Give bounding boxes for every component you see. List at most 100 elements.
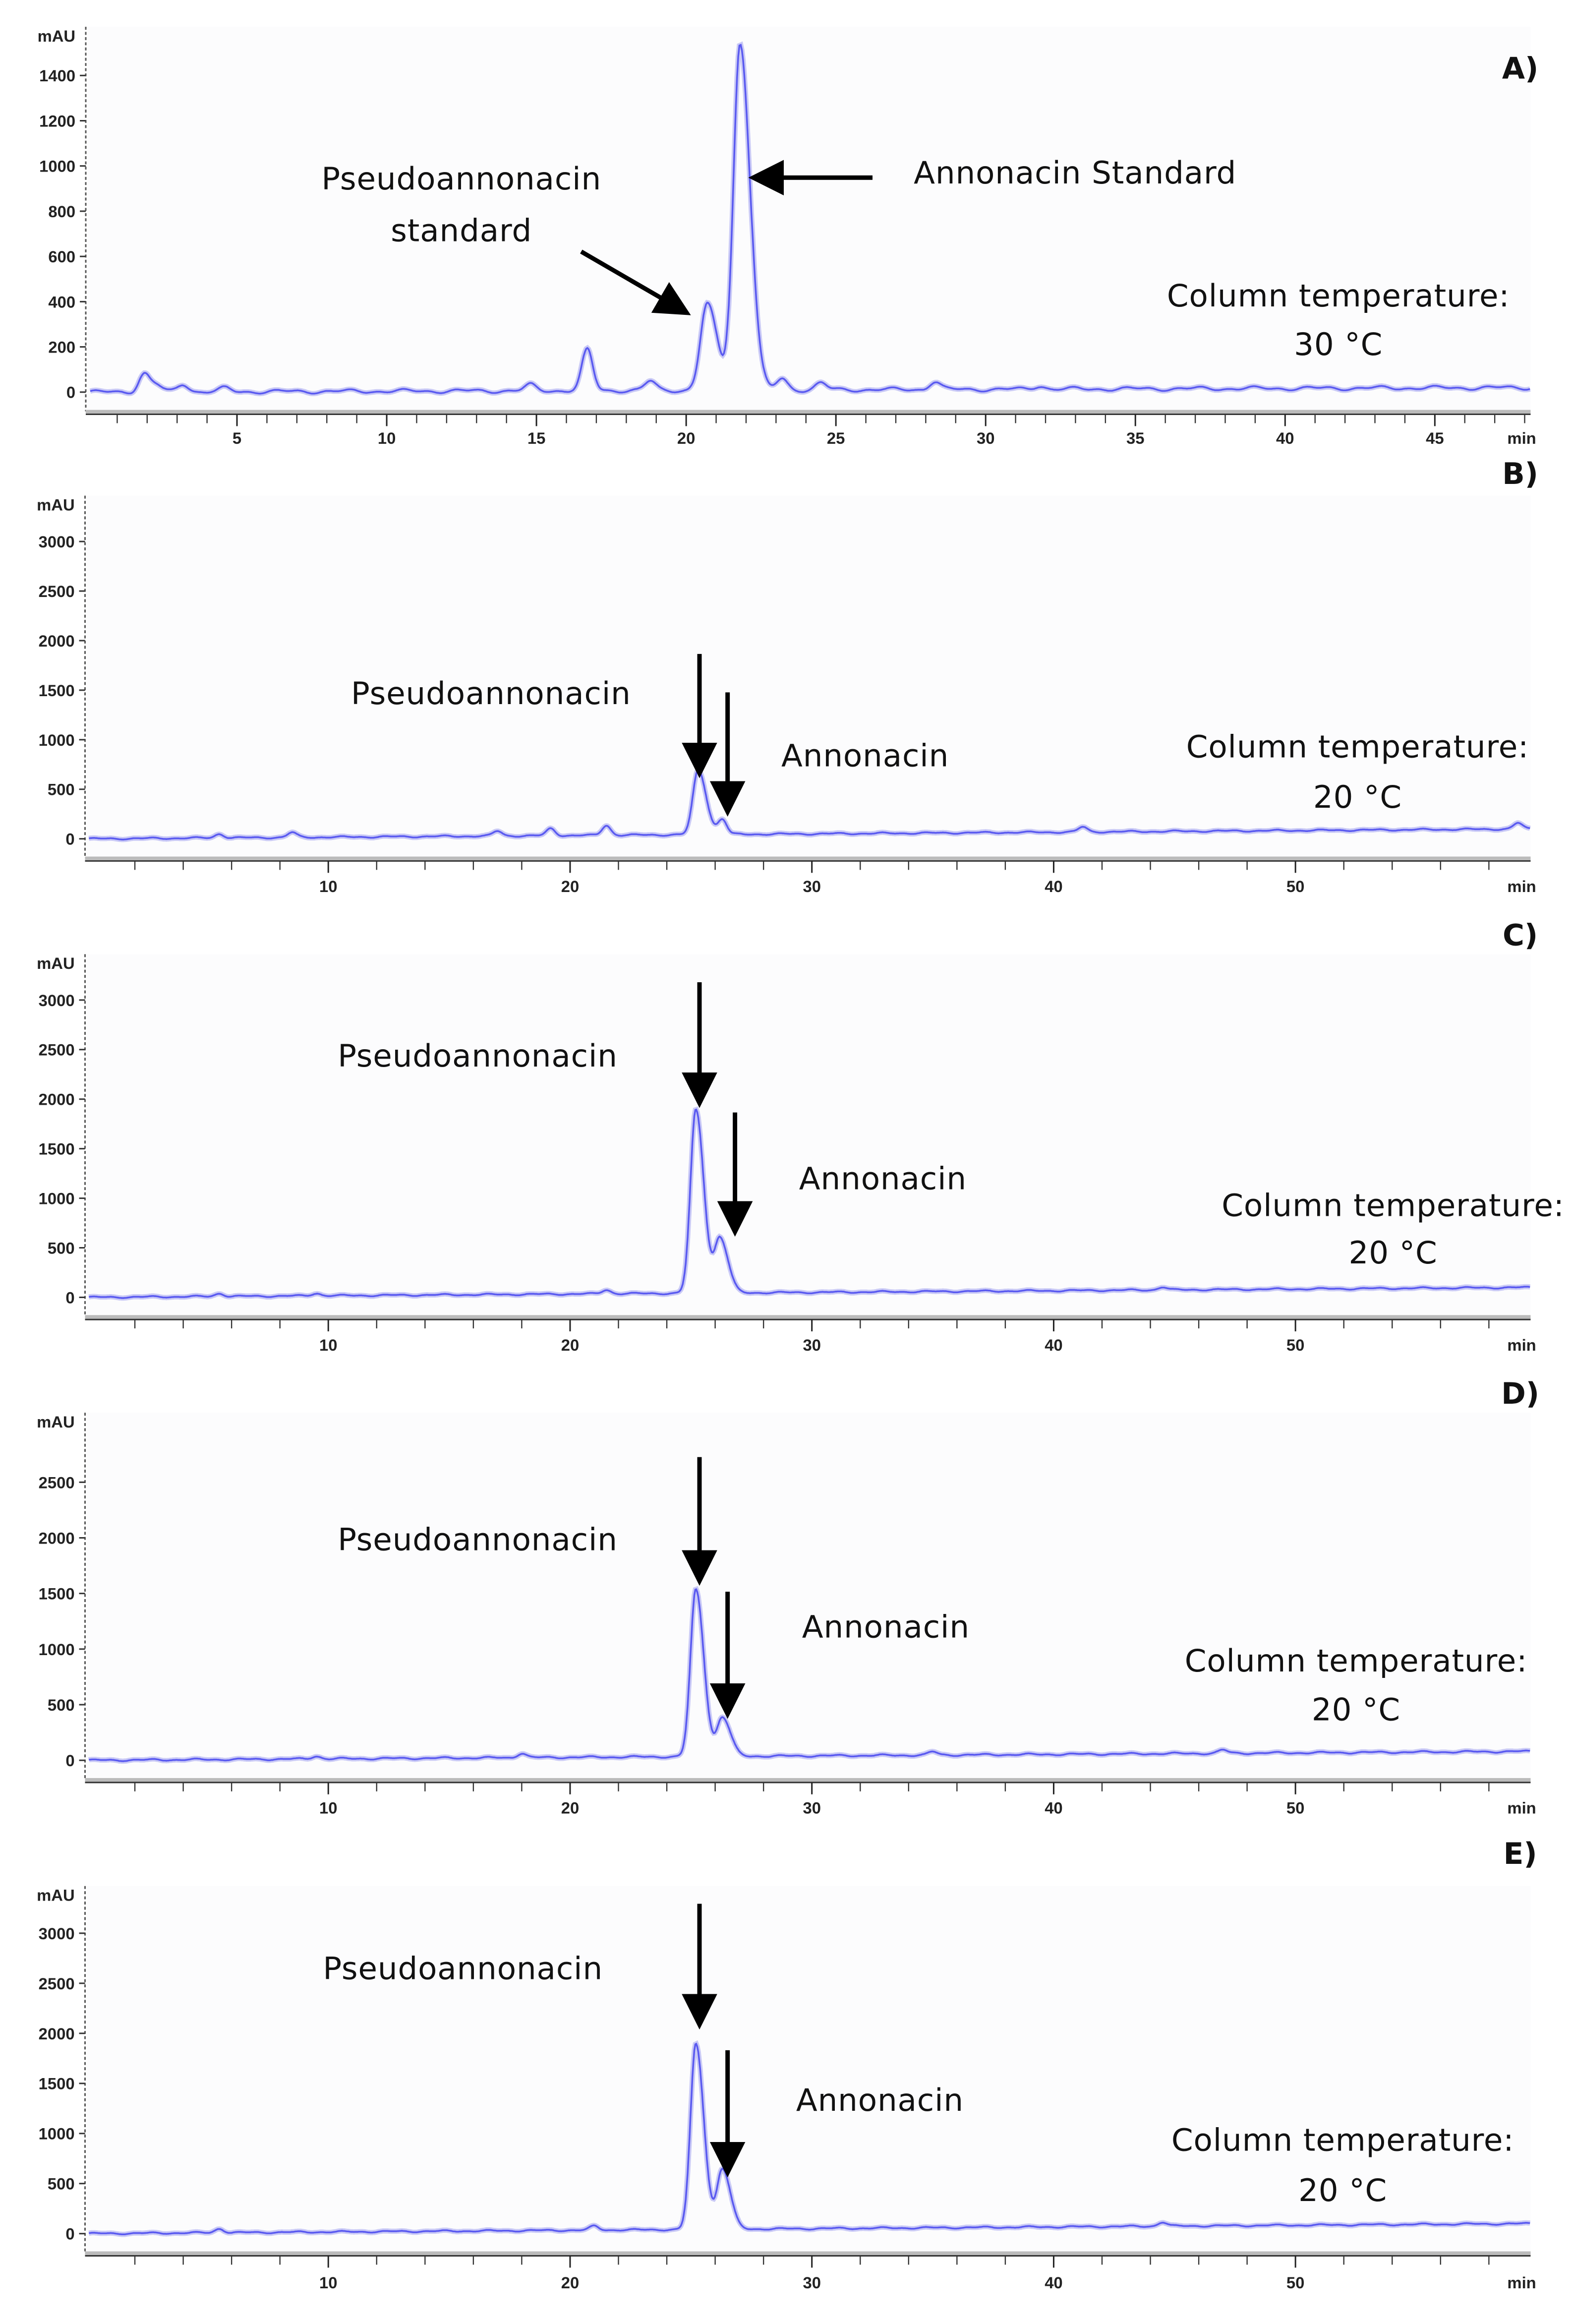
x-tick-label: 20 [561, 1336, 579, 1354]
y-tick-label: 2000 [39, 1529, 75, 1547]
chromatogram-panel-e: 10 20 30 40 50 min 0 500 1000 1500 2000 2500 3000 mAU… [37, 1837, 1537, 2292]
peak-point [739, 45, 741, 47]
y-tick-label: 500 [48, 2175, 75, 2193]
x-tick-label: 50 [1286, 1336, 1304, 1354]
column-temperature-label: Column temperature: [1185, 1643, 1527, 1679]
y-tick-label: 500 [48, 1239, 75, 1257]
peak-point [781, 380, 783, 382]
peak-point [143, 373, 145, 375]
column-temperature-label: Column temperature: [1171, 2122, 1514, 2158]
x-tick-label: 30 [803, 1799, 820, 1817]
peak-point [606, 1293, 607, 1294]
x-tick-label: 35 [1126, 429, 1144, 447]
peak-point [932, 1756, 933, 1758]
plot-area [87, 26, 1531, 412]
y-tick-label: 2500 [39, 1974, 75, 1993]
x-tick-label: 20 [561, 1799, 579, 1817]
x-tick-label: 20 [677, 429, 695, 447]
x-tick-label: 50 [1286, 2273, 1304, 2292]
x-tick-label: 40 [1045, 1336, 1062, 1354]
y-tick-label: 0 [65, 1288, 74, 1307]
peak-point [695, 1593, 697, 1594]
chromatogram-panel-d: 10 20 30 40 50 min 0 500 1000 1500 2000 2500 mAU D) Ps… [37, 1377, 1539, 1817]
x-tick-label: 40 [1276, 429, 1294, 447]
chromatogram-panel-b: 10 20 30 40 50 min 0 500 1000 1500 2000 2500 3000 mAU… [37, 457, 1538, 895]
y-tick-label: 2500 [39, 1041, 75, 1059]
x-tick-label: 5 [233, 429, 241, 447]
panel-label: D) [1501, 1377, 1539, 1411]
y-tick-label: 1500 [39, 1140, 75, 1158]
y-tick-label: 1000 [39, 2125, 75, 2143]
plot-area [86, 1886, 1531, 2253]
x-unit-label: min [1507, 429, 1536, 447]
y-tick-label: 2000 [39, 1090, 75, 1109]
panel-label: B) [1502, 457, 1538, 491]
y-tick-label: 1000 [39, 731, 75, 749]
x-tick-label: 40 [1045, 1799, 1062, 1817]
x-tick-label: 50 [1286, 877, 1304, 895]
peak-point [1162, 1294, 1163, 1295]
peak-point [497, 833, 498, 834]
peak-point [315, 1294, 317, 1296]
peak-point [706, 305, 708, 307]
x-tick-label: 10 [319, 2273, 337, 2292]
peak-point [1517, 832, 1518, 834]
peak-point [1222, 1756, 1223, 1758]
x-tick-label: 20 [561, 2273, 579, 2292]
y-tick-label: 3000 [39, 991, 75, 1010]
y-tick-label: 200 [48, 338, 75, 357]
x-axis [85, 856, 1531, 861]
y-tick-label: 0 [65, 1751, 74, 1770]
x-unit-label: min [1507, 877, 1536, 895]
y-axis-unit-label: mAU [38, 27, 76, 45]
x-tick-label: 30 [803, 1336, 820, 1354]
y-tick-label: 1000 [39, 1640, 75, 1659]
x-tick-label: 50 [1286, 1799, 1304, 1817]
x-tick-label: 40 [1045, 2273, 1062, 2292]
annonacin-label: Annonacin [796, 2082, 964, 2118]
peak-point [224, 388, 226, 389]
y-tick-label: 400 [48, 293, 75, 311]
y-axis-unit-label: mAU [37, 954, 75, 972]
peak-point [722, 2173, 723, 2174]
plot-area [86, 495, 1531, 858]
y-tick-label: 3000 [39, 1924, 75, 1943]
y-tick-label: 3000 [39, 533, 75, 551]
peak-point [649, 382, 651, 384]
chromatogram-trace [90, 44, 1530, 395]
x-tick-label: 10 [319, 1799, 337, 1817]
y-tick-label: 1400 [39, 66, 75, 85]
column-temperature-value: 20 °C [1313, 779, 1402, 815]
peak-point [182, 383, 184, 385]
chromatogram-panel-a: 5 10 15 20 25 30 35 40 45 min 0 200 400 600 800 1000 120… [38, 27, 1539, 447]
y-tick-label: 1000 [39, 157, 75, 176]
y-axis-unit-label: mAU [37, 495, 75, 514]
x-tick-label: 30 [977, 429, 994, 447]
annonacin-label: Annonacin [799, 1161, 967, 1197]
column-temperature-label: Column temperature: [1167, 278, 1510, 314]
panel-label: A) [1502, 52, 1538, 86]
column-temperature-label: Column temperature: [1186, 729, 1529, 765]
peak-point [530, 386, 531, 387]
peak-point [698, 774, 699, 775]
peak-point [155, 385, 157, 386]
x-axis [85, 2251, 1531, 2256]
peak-point [722, 1721, 723, 1722]
peak-point [315, 1757, 317, 1758]
panel-label: C) [1503, 918, 1538, 953]
x-tick-label: 20 [561, 877, 579, 895]
x-tick-label: 40 [1045, 877, 1062, 895]
y-tick-label: 1200 [39, 112, 75, 130]
y-tick-label: 800 [48, 202, 75, 221]
peak-point [593, 2229, 595, 2230]
peak-point [1162, 2229, 1163, 2230]
peak-point [550, 831, 551, 833]
x-tick-label: 45 [1426, 429, 1444, 447]
y-tick-label: 1500 [39, 2075, 75, 2093]
y-tick-label: 2000 [39, 2025, 75, 2043]
y-tick-label: 1500 [39, 1585, 75, 1603]
pseudoannonacin-label: Pseudoannonacin [323, 1951, 603, 1987]
y-tick-label: 0 [65, 830, 74, 848]
x-axis [85, 1778, 1531, 1783]
y-tick-label: 0 [65, 2225, 74, 2243]
